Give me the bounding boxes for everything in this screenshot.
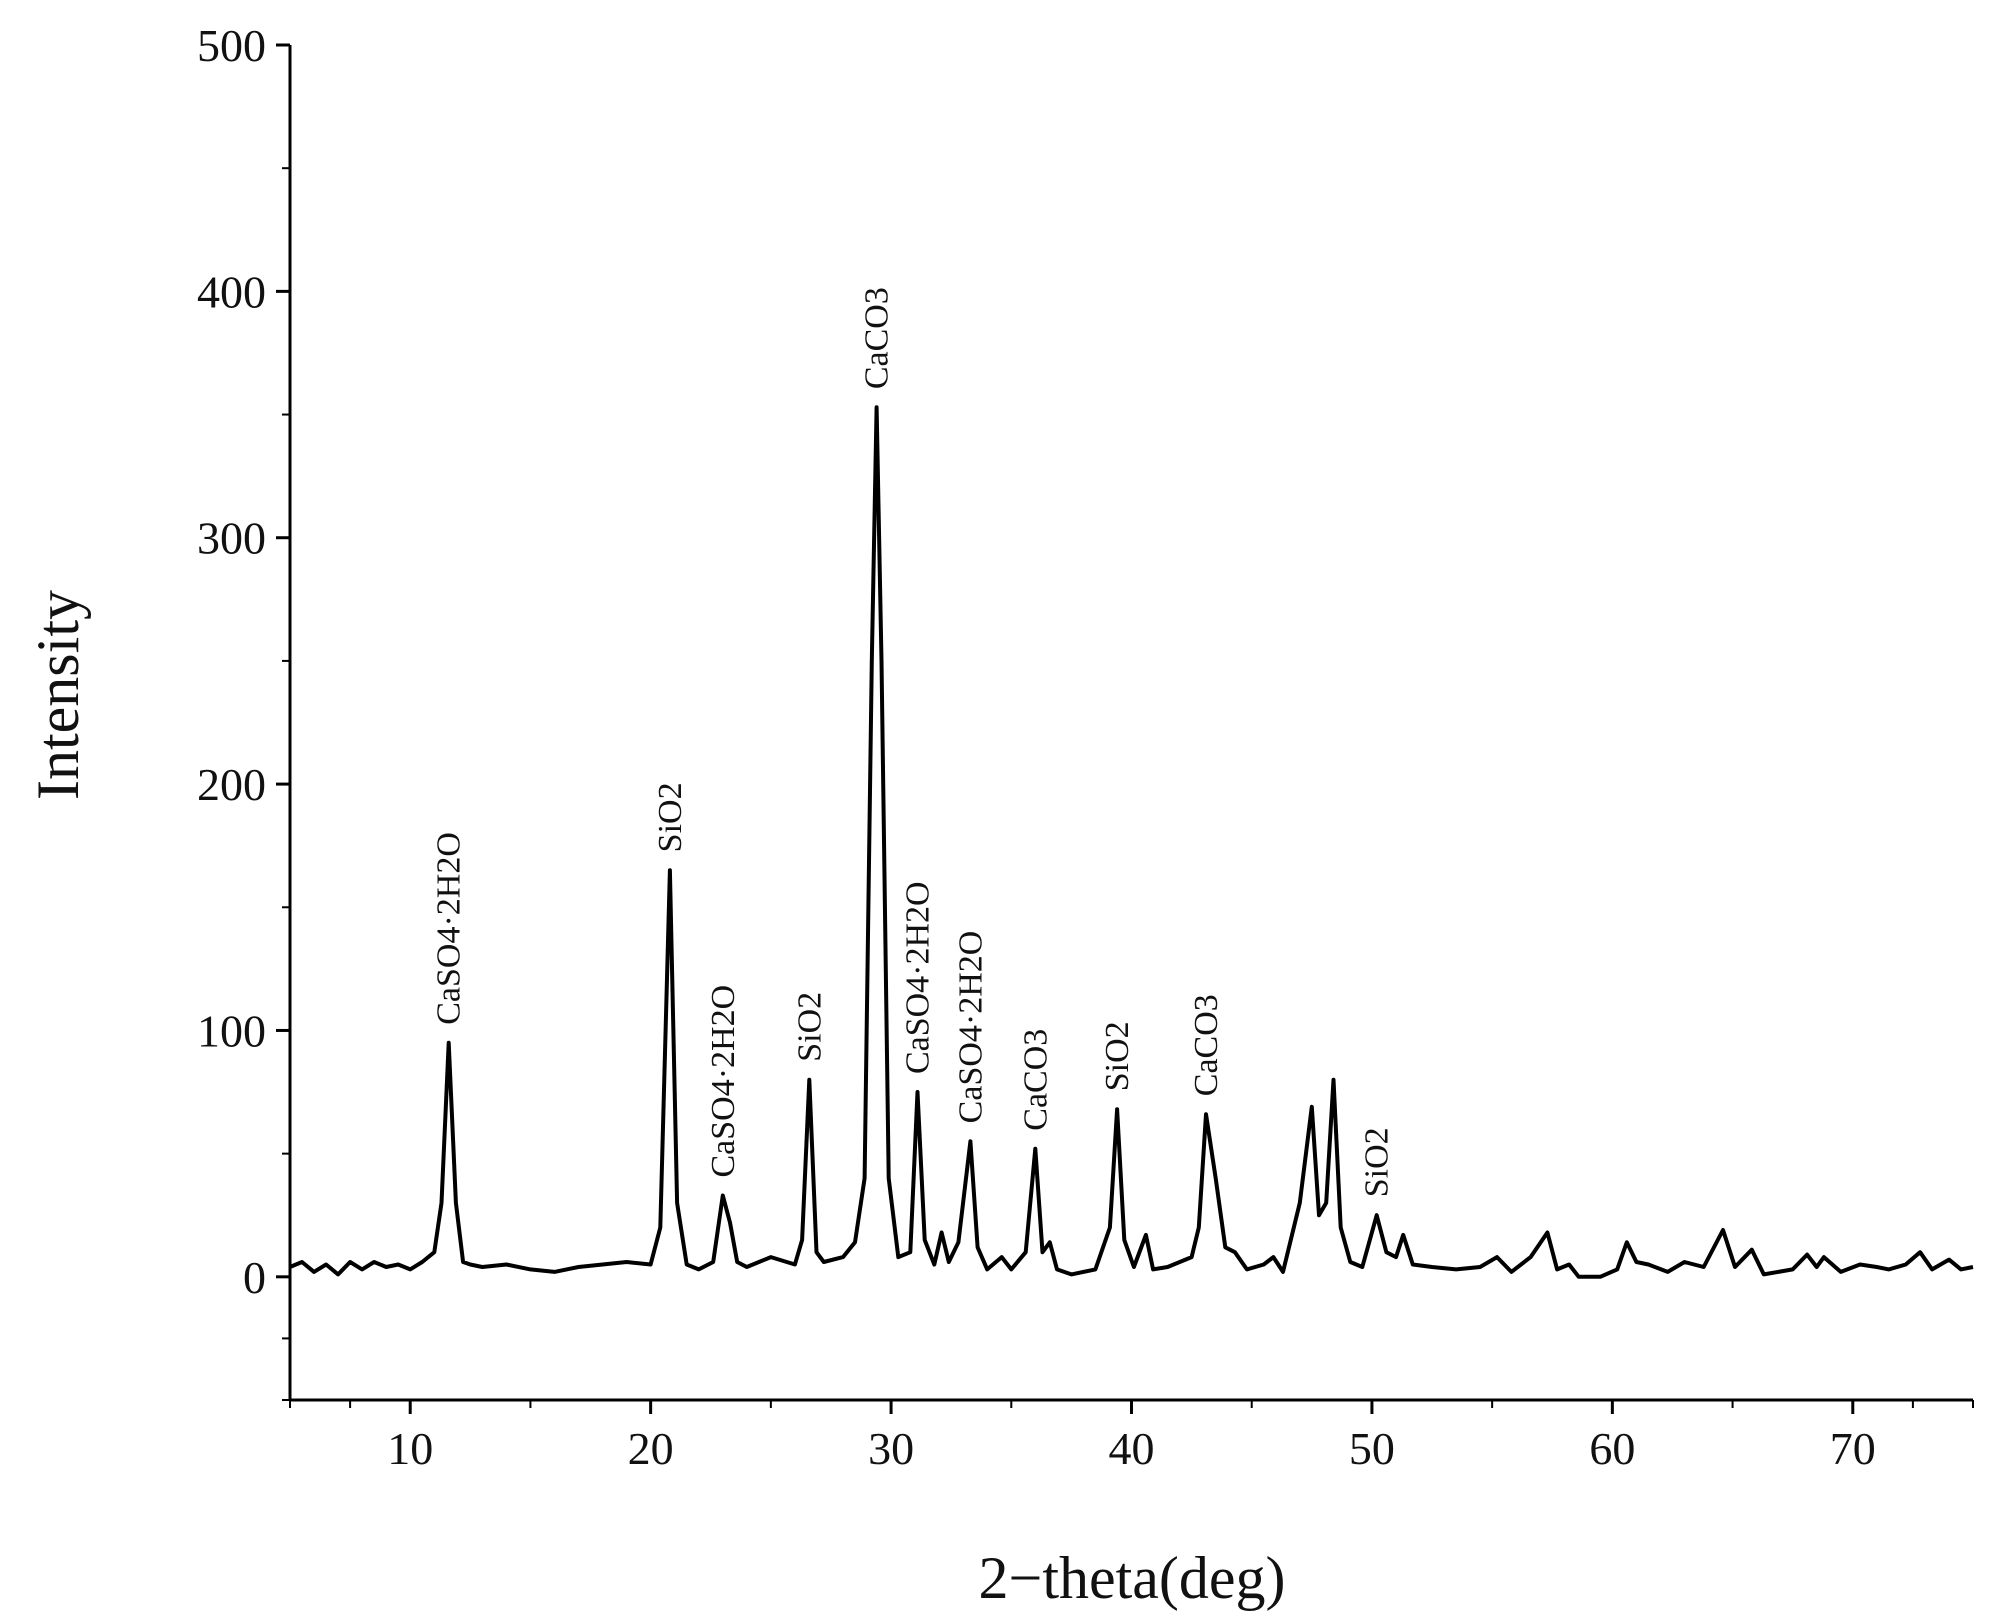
- peak-label: CaCO3: [1017, 1029, 1054, 1131]
- y-tick-label: 200: [197, 759, 266, 810]
- peak-label: SiO2: [1359, 1127, 1396, 1197]
- peak-label: CaSO4·2H2O: [431, 832, 468, 1025]
- x-tick-label: 20: [628, 1423, 674, 1474]
- peak-label: CaCO3: [859, 287, 896, 389]
- y-tick-label: 300: [197, 513, 266, 564]
- y-tick-label: 100: [197, 1005, 266, 1056]
- peak-label: SiO2: [1099, 1021, 1136, 1091]
- y-axis-label: Intensity: [25, 590, 91, 800]
- x-tick-label: 30: [868, 1423, 914, 1474]
- y-tick-label: 0: [243, 1252, 266, 1303]
- y-tick-label: 500: [197, 20, 266, 71]
- peak-label: CaSO4·2H2O: [900, 881, 937, 1074]
- peak-label: SiO2: [791, 992, 828, 1062]
- spectrum-line: [289, 405, 1974, 1279]
- peak-label: SiO2: [652, 782, 689, 852]
- x-axis-label: 2−theta(deg): [978, 1545, 1285, 1611]
- y-tick-label: 400: [197, 266, 266, 317]
- x-tick-label: 70: [1830, 1423, 1876, 1474]
- x-tick-label: 10: [387, 1423, 433, 1474]
- peak-label: CaCO3: [1188, 994, 1225, 1096]
- peak-label: CaSO4·2H2O: [705, 985, 742, 1178]
- peak-label: CaSO4·2H2O: [952, 931, 989, 1124]
- x-tick-label: 60: [1589, 1423, 1635, 1474]
- x-tick-label: 40: [1109, 1423, 1155, 1474]
- x-tick-label: 50: [1349, 1423, 1395, 1474]
